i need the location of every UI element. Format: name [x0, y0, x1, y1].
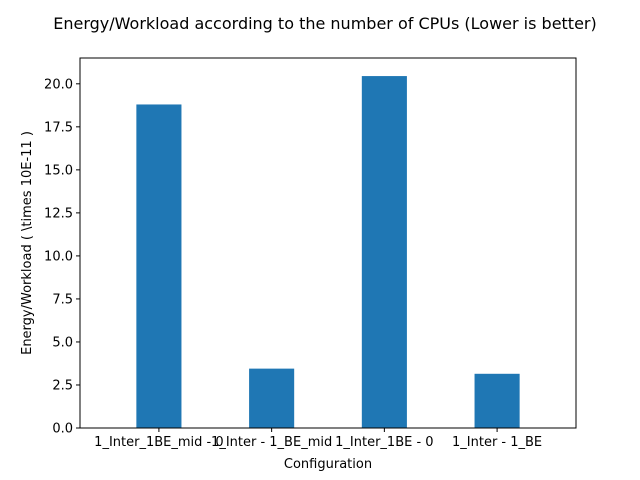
y-tick-label: 5.0 — [52, 335, 73, 350]
plot-area-frame — [79, 57, 577, 429]
y-tick-label: 2.5 — [52, 378, 73, 393]
x-tick-label: 1_Inter - 1_BE — [452, 435, 542, 450]
bar-0 — [136, 104, 182, 428]
bars-layer — [136, 76, 520, 429]
y-tick-label: 10.0 — [44, 249, 73, 264]
y-tick-label: 15.0 — [44, 163, 73, 178]
x-tick-label: 1_Inter_1BE_mid - 0 — [94, 435, 223, 450]
y-axis-ticks: 0.0 2.5 5.0 7.5 10.0 12.5 15.0 17.5 20.0 — [44, 77, 80, 437]
x-tick-label: 1_Inter_1BE - 0 — [335, 435, 433, 450]
y-axis-label: Energy/Workload ( \times 10E-11 ) — [20, 131, 35, 355]
x-axis-ticks: 1_Inter_1BE_mid - 01_Inter - 1_BE_mid 1_I… — [94, 428, 542, 450]
x-axis-label: Configuration — [284, 457, 372, 472]
y-tick-label: 12.5 — [44, 206, 73, 221]
bar-1 — [249, 368, 295, 428]
x-tick-label: 1_Inter - 1_BE_mid — [211, 435, 332, 450]
bar-3 — [474, 373, 520, 428]
chart-title: Energy/Workload according to the number … — [53, 14, 597, 33]
y-tick-label: 7.5 — [52, 292, 73, 307]
y-tick-label: 17.5 — [44, 120, 73, 135]
y-tick-label: 20.0 — [44, 77, 73, 92]
bar-2 — [361, 76, 407, 429]
y-tick-label: 0.0 — [52, 422, 73, 437]
